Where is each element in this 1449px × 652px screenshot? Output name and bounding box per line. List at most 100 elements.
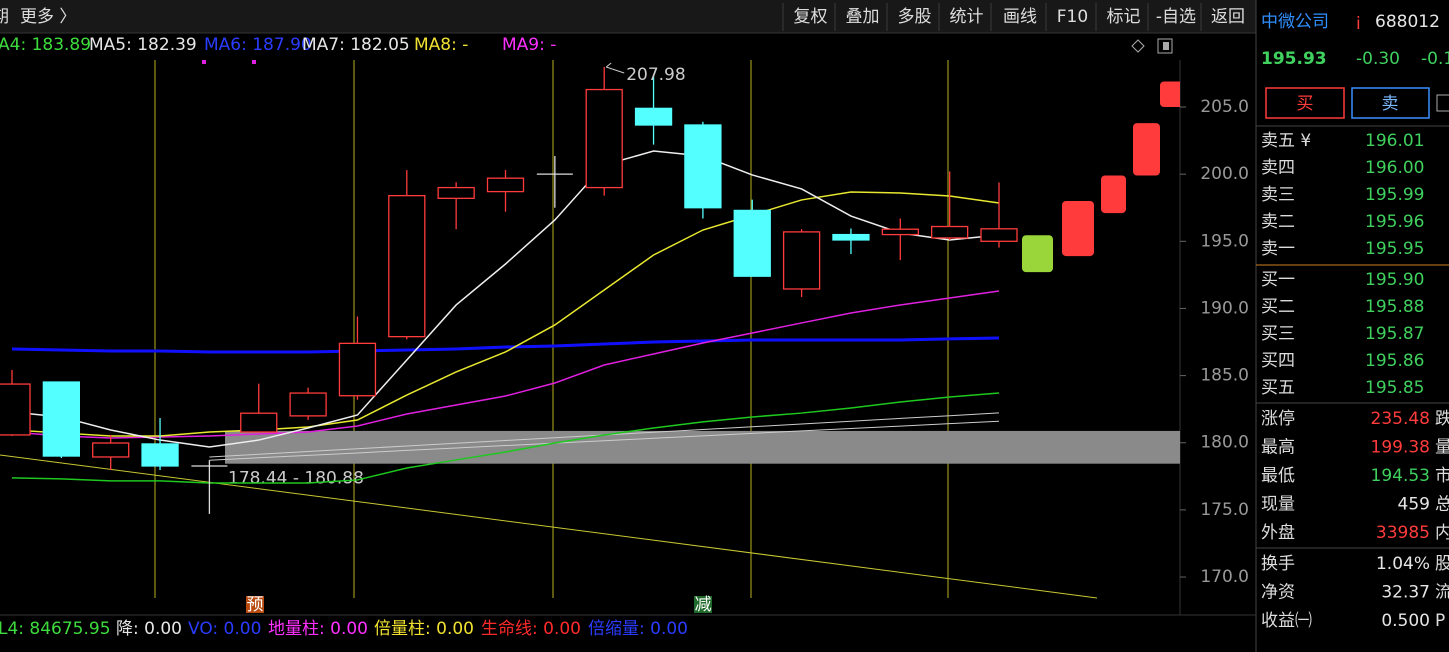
toolbar-button[interactable]: 叠加	[846, 7, 880, 27]
bid-price: 195.87	[1365, 324, 1424, 344]
y-tick-label: 200.0	[1200, 164, 1249, 184]
forecast-block	[1022, 235, 1053, 273]
y-tick-label: 205.0	[1200, 97, 1249, 117]
stock-name: 中微公司	[1261, 12, 1329, 32]
stat-value: 235.48	[1371, 409, 1430, 429]
candle-body	[634, 107, 673, 126]
ma-line	[11, 191, 1000, 437]
bid-price: 195.90	[1365, 270, 1424, 290]
ma-legend: MA7: 182.05	[302, 35, 410, 55]
zone-label: 178.44 - 180.88	[228, 469, 364, 489]
ask-label: 卖三	[1261, 185, 1295, 205]
forecast-block	[1133, 123, 1160, 176]
buy-label[interactable]: 买	[1297, 94, 1314, 114]
ui: 期更多 〉 复权 叠加 多股 统计 画线 F10 标记 -自选 返回 A4: 183.89MA5: …	[0, 3, 1449, 639]
ask-label: 卖二	[1261, 212, 1295, 232]
buy-button[interactable]	[1265, 87, 1345, 119]
ask-label: 卖五 ¥	[1261, 131, 1311, 151]
icon-diamond[interactable]	[1131, 39, 1145, 53]
ask-price: 195.95	[1365, 239, 1424, 259]
toolbar-button[interactable]: F10	[1057, 7, 1088, 27]
annotation-label: 207.98	[626, 65, 685, 85]
ma-line	[11, 150, 1000, 448]
icon-panel[interactable]	[1157, 38, 1173, 54]
price-change-pct: -0.1	[1421, 49, 1449, 69]
stat-label: 收益㈠	[1261, 611, 1312, 631]
candle-body	[782, 231, 821, 290]
ask-label: 卖四	[1261, 158, 1295, 178]
signal-marker: 预	[247, 595, 264, 615]
stat-value: 199.38	[1371, 438, 1430, 458]
candle-body	[42, 381, 80, 457]
candle-body	[388, 194, 426, 338]
stat-next-label: 股	[1435, 554, 1449, 574]
candle-body	[931, 225, 969, 239]
stat-next-label: 量	[1435, 438, 1449, 458]
ma-line	[11, 290, 1000, 439]
toolbar-button[interactable]: 多股	[898, 7, 932, 27]
candle-body	[338, 342, 377, 397]
stat-next-label: P	[1435, 611, 1445, 631]
candle-body	[437, 186, 475, 199]
candle-body	[486, 177, 525, 193]
bid-label: 买三	[1261, 324, 1295, 344]
info-icon[interactable]: i	[1356, 14, 1361, 34]
indicator-value: 降: 0.00	[116, 619, 182, 639]
ma-legend: MA5: 182.39	[89, 35, 197, 55]
stat-value: 32.37	[1381, 583, 1430, 603]
toolbar-button[interactable]: 复权	[794, 7, 828, 27]
toolbar-button[interactable]: 画线	[1003, 7, 1037, 27]
toolbar-button[interactable]: -自选	[1156, 7, 1196, 27]
toolbar-button[interactable]: 标记	[1107, 7, 1141, 27]
trendline	[0, 454, 1098, 599]
toolbar-button[interactable]: 统计	[950, 7, 984, 27]
ask-price: 195.99	[1365, 185, 1424, 205]
candle-body	[585, 88, 623, 189]
y-tick-label: 180.0	[1200, 433, 1249, 453]
bid-label: 买二	[1261, 297, 1295, 317]
toolbar-button[interactable]: 返回	[1211, 7, 1245, 27]
more-menu[interactable]: 更多 〉	[20, 7, 76, 27]
ask-price: 196.01	[1365, 131, 1424, 151]
signal-marker-bg	[694, 596, 712, 613]
y-tick-label: 175.0	[1200, 500, 1249, 520]
ma-legend: MA9: -	[502, 35, 556, 55]
annotation-arrow	[605, 62, 625, 74]
stat-label: 现量	[1261, 495, 1295, 515]
forecast-block	[1062, 201, 1094, 257]
ma-legend: MA6: 187.90	[204, 35, 312, 55]
candle-body	[733, 209, 771, 277]
candle-body	[684, 124, 722, 209]
stat-next-label: 内	[1435, 523, 1449, 543]
bid-label: 买五	[1261, 378, 1295, 398]
ma-line	[209, 420, 1000, 461]
ma-legend: A4: 183.89	[0, 35, 91, 55]
stat-value: 33985	[1376, 523, 1430, 543]
candle-body	[881, 228, 919, 236]
stat-label: 最低	[1261, 466, 1295, 486]
dot	[202, 60, 206, 64]
indicator-value: L4: 84675.95	[0, 619, 111, 639]
icon-panel-inner	[1163, 42, 1169, 50]
sell-label[interactable]: 卖	[1382, 94, 1399, 114]
ma-line	[11, 392, 1000, 484]
bid-label: 买四	[1261, 351, 1295, 371]
y-tick-label: 185.0	[1200, 366, 1249, 386]
stat-value: 459	[1398, 495, 1430, 515]
stat-next-label: 总	[1435, 495, 1449, 515]
period-label[interactable]: 期	[0, 7, 9, 27]
indicator-value: 倍量柱: 0.00	[374, 619, 474, 639]
y-tick-label: 190.0	[1200, 298, 1249, 318]
stock-code: 688012	[1375, 12, 1440, 32]
stat-value: 1.04%	[1376, 554, 1430, 574]
stat-label: 最高	[1261, 438, 1295, 458]
indicator-value: VO: 0.00	[188, 619, 261, 639]
stat-label: 外盘	[1261, 523, 1295, 543]
ma-line	[11, 336, 1000, 354]
stat-next-label: 流	[1435, 583, 1449, 603]
panel-icon[interactable]	[1436, 94, 1449, 112]
sell-button[interactable]	[1351, 87, 1430, 119]
y-tick-label: 170.0	[1200, 567, 1249, 587]
